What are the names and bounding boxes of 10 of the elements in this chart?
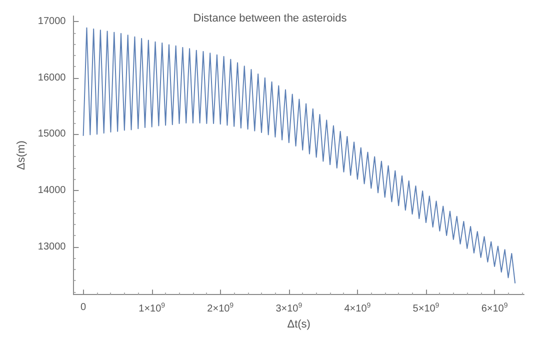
y-tick-label: 14000 — [38, 184, 66, 196]
x-tick-label: 0 — [80, 302, 87, 314]
x-axis-title: Δt(s) — [287, 318, 310, 330]
y-tick-label: 17000 — [38, 16, 66, 28]
y-tick-label: 13000 — [38, 241, 66, 252]
y-tick-label: 15000 — [38, 128, 66, 140]
line-series — [82, 27, 516, 284]
y-tick-label: 16000 — [38, 72, 66, 84]
chart-title: Distance between the asteroids — [193, 12, 348, 24]
y-axis-title: Δs(m) — [16, 140, 28, 170]
